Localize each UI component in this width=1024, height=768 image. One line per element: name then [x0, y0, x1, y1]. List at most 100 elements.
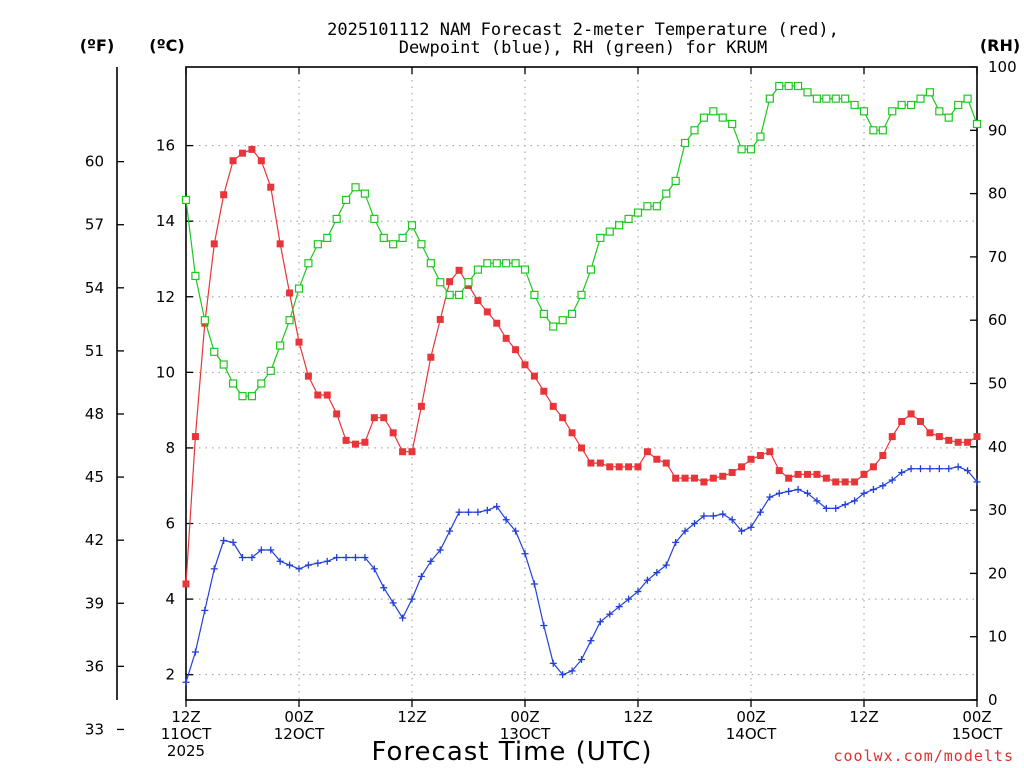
- dewpoint-point: [587, 637, 595, 645]
- temp-point: [926, 429, 934, 437]
- x-tick-label: 15OCT: [952, 725, 1003, 743]
- rh-point: [624, 214, 633, 224]
- dewpoint-point: [888, 476, 896, 484]
- dewpoint-point: [502, 516, 510, 524]
- dewpoint-point: [286, 561, 294, 569]
- temp-point: [257, 157, 265, 165]
- temp-line: [185, 148, 978, 585]
- dewpoint-point: [709, 512, 717, 520]
- temp-point: [521, 361, 529, 369]
- fahrenheit-tick-label: 54: [85, 279, 104, 297]
- dewpoint-point: [738, 527, 746, 535]
- rh-point: [567, 309, 577, 318]
- temp-point: [559, 414, 567, 422]
- temp-point: [917, 417, 924, 425]
- rh-point: [784, 81, 793, 91]
- rh-unit-label: (RH): [980, 36, 1020, 55]
- rh-point: [916, 94, 925, 103]
- temp-point: [672, 474, 680, 482]
- rh-point: [652, 202, 661, 211]
- temp-point: [851, 478, 859, 486]
- rh-point: [954, 100, 963, 110]
- temp-point: [220, 191, 228, 199]
- rh-point: [925, 88, 935, 97]
- rh-point: [822, 94, 831, 103]
- chart-title-line2: Dewpoint (blue), RH (green) for KRUM: [399, 38, 767, 58]
- rh-point: [313, 240, 322, 249]
- dewpoint-point: [493, 503, 501, 511]
- rh-point: [360, 189, 370, 198]
- rh-tick-label: 20: [988, 564, 1007, 582]
- dewpoint-point: [446, 527, 454, 535]
- temp-point: [615, 463, 623, 471]
- rh-point: [699, 113, 709, 122]
- rh-tick-label: 10: [988, 628, 1007, 646]
- temp-point: [399, 448, 407, 456]
- rh-point: [615, 221, 624, 230]
- fahrenheit-unit-label: (ºF): [80, 36, 115, 55]
- rh-point: [944, 113, 953, 122]
- temp-point: [634, 463, 642, 471]
- temp-point: [869, 463, 877, 471]
- dewpoint-point: [954, 463, 962, 471]
- dewpoint-point: [408, 595, 416, 603]
- fahrenheit-tick-label: 60: [85, 153, 104, 171]
- temp-point: [512, 346, 520, 354]
- rh-point: [370, 214, 379, 224]
- temp-point: [493, 319, 501, 327]
- rh-point: [294, 284, 304, 293]
- rh-point: [181, 195, 191, 205]
- temp-point: [578, 444, 585, 452]
- rh-point: [276, 341, 285, 350]
- temp-point: [691, 474, 698, 482]
- rh-tick-label: 30: [988, 501, 1007, 519]
- rh-point: [332, 214, 341, 224]
- temp-point: [239, 149, 246, 157]
- temp-point: [446, 278, 454, 286]
- temp-point: [323, 391, 331, 399]
- dewpoint-point: [210, 565, 218, 573]
- chart-title-line1: 2025101112 NAM Forecast 2-meter Temperat…: [327, 20, 839, 40]
- rh-tick-label: 80: [988, 185, 1007, 203]
- fahrenheit-tick-label: 42: [85, 531, 104, 549]
- x-tick-label: 11OCT: [161, 725, 212, 743]
- rh-point: [426, 259, 435, 268]
- temp-point: [747, 455, 755, 463]
- rh-point: [605, 227, 614, 236]
- rh-point: [746, 145, 756, 154]
- dewpoint-point: [559, 671, 567, 679]
- dewpoint-point: [785, 487, 793, 495]
- rh-line: [185, 85, 978, 397]
- rh-point: [935, 107, 944, 116]
- temp-point: [973, 433, 981, 441]
- temp-point: [436, 315, 444, 323]
- dewpoint-point: [804, 489, 811, 497]
- temp-point: [455, 266, 463, 274]
- dewpoint-point: [973, 478, 981, 486]
- dewpoint-point: [615, 603, 623, 611]
- x-tick-label: 00Z: [962, 708, 991, 726]
- temp-point: [530, 372, 538, 380]
- temp-point: [860, 470, 868, 478]
- dewpoint-point: [436, 546, 444, 554]
- rh-point: [878, 126, 887, 135]
- rh-point: [671, 176, 680, 186]
- celsius-tick-label: 8: [165, 439, 175, 457]
- rh-point: [238, 392, 247, 401]
- dewpoint-point: [625, 595, 633, 603]
- temp-point: [681, 474, 689, 482]
- series: [181, 81, 982, 686]
- dewpoint-point: [530, 580, 538, 588]
- dewpoint-point: [700, 512, 708, 520]
- rh-point: [888, 107, 897, 116]
- temp-point: [229, 157, 237, 165]
- rh-point: [502, 259, 511, 268]
- rh-point: [407, 221, 417, 230]
- dewpoint-point: [926, 465, 934, 473]
- rh-point: [247, 392, 257, 401]
- rh-point: [812, 94, 822, 103]
- dewpoint-point: [813, 497, 821, 505]
- rh-tick-label: 0: [988, 691, 998, 709]
- x-tick-label: 00Z: [736, 708, 765, 726]
